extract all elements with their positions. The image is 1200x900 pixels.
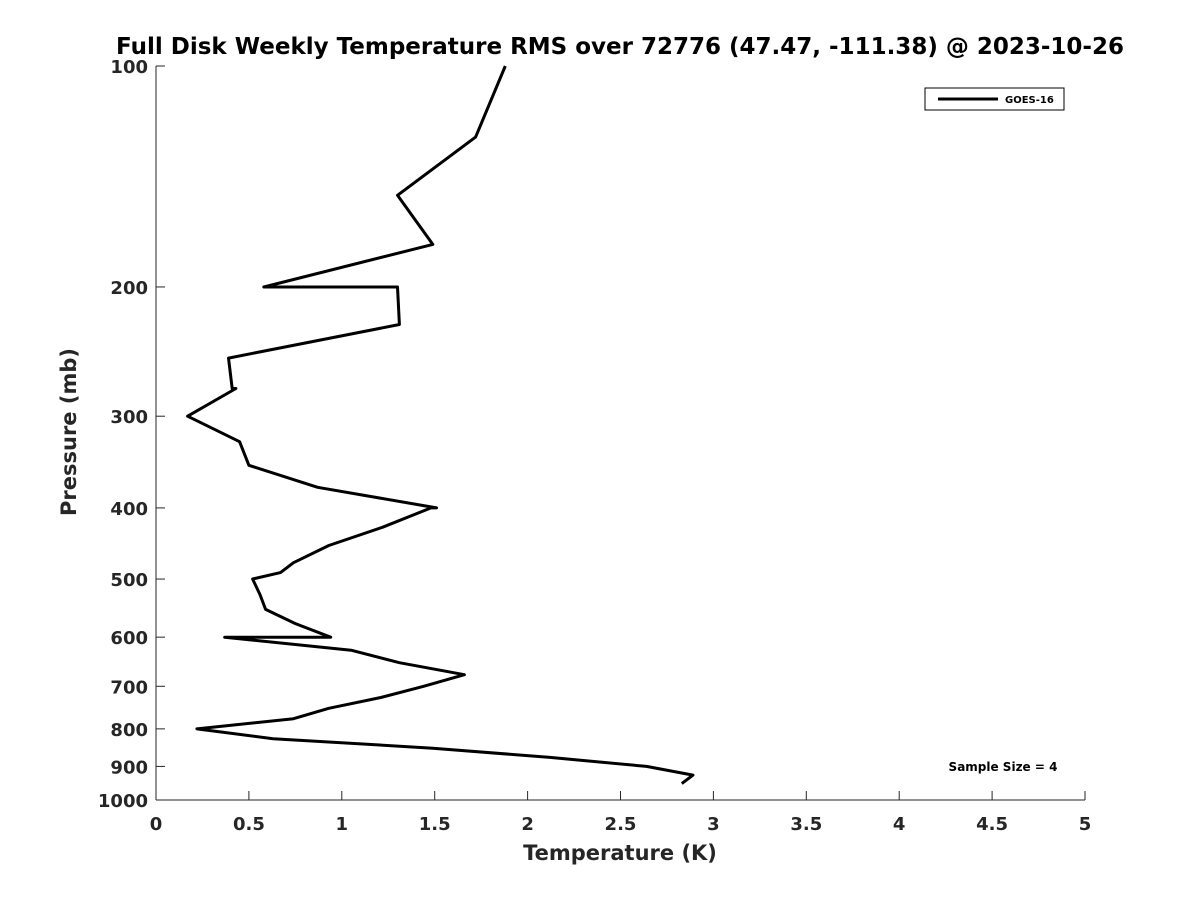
axes: 0 0.5 1 1.5 2 2.5 3 3.5 4 4.5 5 100 200 300 400 500 600 7…: [98, 57, 1091, 835]
x-tick-label: 3.5: [790, 814, 822, 835]
x-tick-label: 0.5: [233, 814, 265, 835]
y-tick-label: 900: [110, 757, 148, 778]
x-tick-label: 3: [707, 814, 720, 835]
x-tick-label: 2: [521, 814, 534, 835]
x-tick-label: 0: [150, 814, 163, 835]
x-tick-label: 2.5: [605, 814, 637, 835]
y-tick-label: 500: [110, 570, 148, 591]
y-tick-label: 300: [110, 407, 148, 428]
x-tick-label: 1.5: [419, 814, 451, 835]
y-tick-label: 700: [110, 677, 148, 698]
legend-label: GOES-16: [1005, 95, 1054, 106]
x-tick-label: 4: [893, 814, 906, 835]
x-tick-label: 1: [336, 814, 349, 835]
y-tick-label: 100: [110, 57, 148, 78]
legend: GOES-16: [924, 87, 1065, 111]
y-tick-label: 600: [110, 628, 148, 649]
y-tick-label: 1000: [98, 791, 148, 812]
plot-lines: [186, 65, 695, 785]
annotation-sample-size: Sample Size = 4: [949, 760, 1058, 774]
x-tick-label: 5: [1079, 814, 1092, 835]
x-tick-label: 4.5: [976, 814, 1008, 835]
chart-title: Full Disk Weekly Temperature RMS over 72…: [116, 34, 1124, 60]
y-axis-title: Pressure (mb): [57, 348, 81, 516]
x-axis-title: Temperature (K): [523, 841, 717, 865]
series-line-goes-16: [186, 65, 695, 785]
y-tick-label: 400: [110, 499, 148, 520]
y-tick-label: 800: [110, 720, 148, 741]
y-tick-label: 200: [110, 278, 148, 299]
